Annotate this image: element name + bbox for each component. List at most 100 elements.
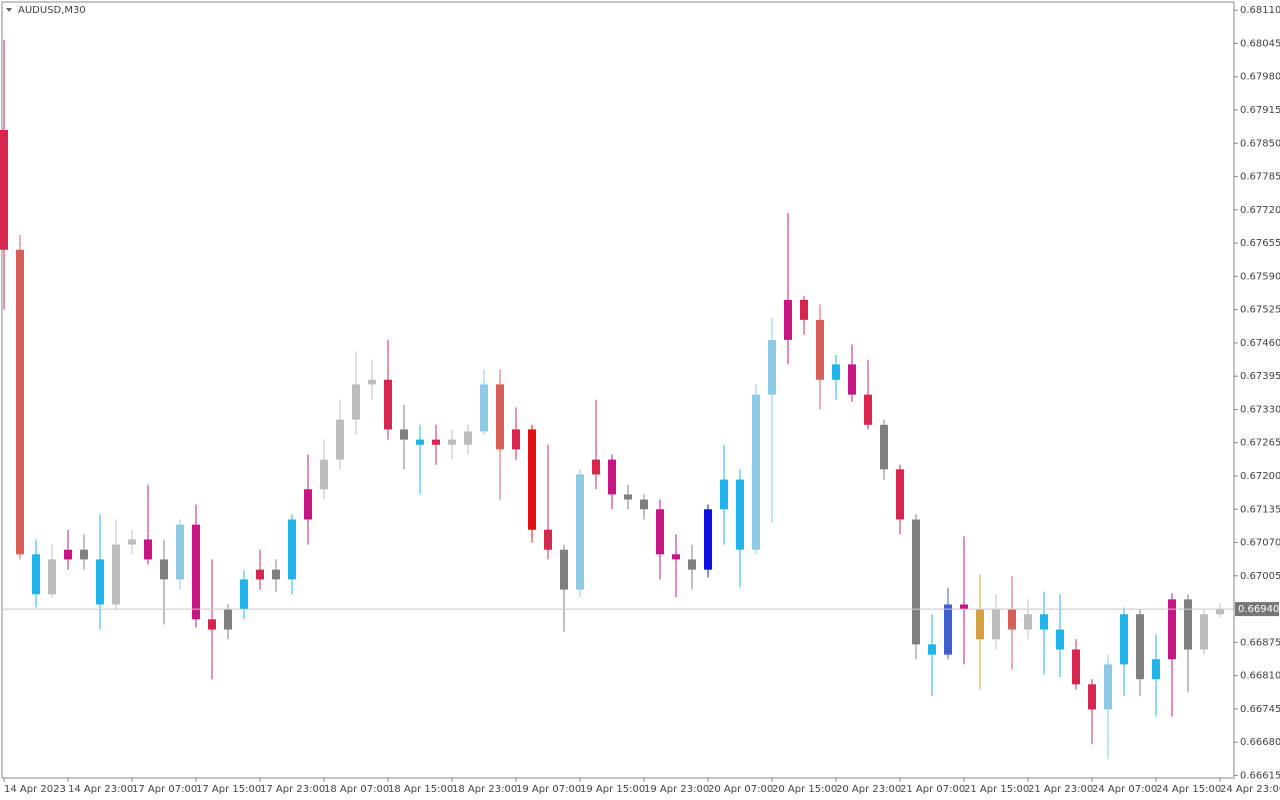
x-tick-label: 21 Apr 15:00 — [964, 784, 1029, 795]
x-tick-label: 24 Apr 15:00 — [1156, 784, 1221, 795]
y-tick-label: 0.66810 — [1240, 671, 1280, 682]
y-tick-label: 0.67850 — [1240, 138, 1280, 149]
candle-body — [32, 554, 40, 595]
candle-body — [1168, 599, 1176, 660]
candle-body — [304, 489, 312, 520]
candle-body — [496, 384, 504, 450]
candle-body — [176, 524, 184, 580]
candle-body — [128, 539, 136, 545]
candle-body — [48, 559, 56, 595]
x-tick-label: 20 Apr 15:00 — [772, 784, 837, 795]
candle-body — [512, 429, 520, 450]
candle-body — [384, 379, 392, 430]
candle-body — [224, 609, 232, 630]
x-tick-label: 17 Apr 15:00 — [196, 784, 261, 795]
candle-body — [16, 249, 24, 555]
candle-body — [528, 429, 536, 530]
plot-frame — [1, 1, 1235, 779]
candle-body — [160, 559, 168, 580]
candle-body — [720, 479, 728, 510]
candle-body — [96, 559, 104, 605]
candle-body — [1024, 614, 1032, 630]
candle-body — [448, 439, 456, 445]
candle-body — [944, 604, 952, 655]
candle-body — [416, 439, 424, 445]
candle-body — [848, 364, 856, 395]
candle-body — [432, 439, 440, 445]
y-tick-label: 0.67005 — [1240, 571, 1280, 582]
last-price-label: 0.66940 — [1238, 604, 1279, 615]
y-tick-label: 0.67135 — [1240, 504, 1280, 515]
x-tick-label: 24 Apr 23:00 — [1220, 784, 1280, 795]
candle-body — [480, 384, 488, 432]
candle-body — [928, 644, 936, 655]
x-tick-label: 19 Apr 07:00 — [516, 784, 581, 795]
candle-body — [1120, 614, 1128, 665]
candle-body — [864, 394, 872, 425]
x-tick-label: 14 Apr 2023 — [4, 784, 66, 795]
candle-body — [704, 509, 712, 570]
candle-body — [336, 419, 344, 460]
candle-body — [608, 459, 616, 495]
candle-body — [672, 554, 680, 560]
y-tick-label: 0.67980 — [1240, 72, 1280, 83]
candle-body — [1056, 629, 1064, 650]
x-tick-label: 19 Apr 15:00 — [580, 784, 645, 795]
candle-body — [1184, 599, 1192, 650]
x-tick-label: 17 Apr 23:00 — [260, 784, 325, 795]
y-tick-label: 0.67070 — [1240, 538, 1280, 549]
candle-body — [272, 569, 280, 580]
candle-body — [1104, 664, 1112, 710]
candle-body — [976, 609, 984, 640]
candle-body — [544, 529, 552, 550]
candle-body — [752, 394, 760, 550]
candle-body — [768, 339, 776, 395]
candle-body — [112, 544, 120, 605]
y-tick-label: 0.66745 — [1240, 704, 1280, 715]
candle-body — [560, 549, 568, 590]
candle-body — [800, 299, 808, 320]
candle-body — [240, 579, 248, 610]
y-tick-label: 0.67395 — [1240, 371, 1280, 382]
last-price-box — [1235, 602, 1279, 617]
x-tick-label: 21 Apr 23:00 — [1028, 784, 1093, 795]
y-tick-label: 0.68045 — [1240, 38, 1280, 49]
y-tick-label: 0.67525 — [1240, 305, 1280, 316]
candle-body — [960, 604, 968, 610]
candle-body — [400, 429, 408, 440]
candle-body — [368, 379, 376, 385]
candle-body — [912, 519, 920, 645]
candle-body — [1040, 614, 1048, 630]
x-tick-label: 21 Apr 07:00 — [900, 784, 965, 795]
symbol-arrow — [6, 8, 12, 12]
candle-body — [784, 299, 792, 340]
candle-body — [1072, 649, 1080, 685]
y-tick-label: 0.67265 — [1240, 438, 1280, 449]
candle-body — [0, 129, 8, 250]
x-tick-label: 18 Apr 15:00 — [388, 784, 453, 795]
x-tick-label: 19 Apr 23:00 — [644, 784, 709, 795]
x-tick-label: 14 Apr 23:00 — [68, 784, 133, 795]
y-tick-label: 0.67330 — [1240, 404, 1280, 415]
candle-body — [1136, 614, 1144, 680]
candle-body — [256, 569, 264, 580]
candle-body — [320, 459, 328, 490]
candle-body — [288, 519, 296, 580]
candle-body — [880, 424, 888, 470]
y-tick-label: 0.66615 — [1240, 770, 1280, 781]
y-tick-label: 0.66875 — [1240, 637, 1280, 648]
y-tick-label: 0.67655 — [1240, 238, 1280, 249]
x-tick-label: 20 Apr 07:00 — [708, 784, 773, 795]
candle-body — [896, 469, 904, 520]
candle-body — [64, 549, 72, 560]
y-tick-label: 0.68110 — [1240, 5, 1280, 16]
candle-body — [832, 364, 840, 380]
candle-body — [688, 559, 696, 570]
candle-body — [576, 474, 584, 590]
y-tick-label: 0.66680 — [1240, 737, 1280, 748]
x-tick-label: 20 Apr 23:00 — [836, 784, 901, 795]
x-tick-label: 18 Apr 23:00 — [452, 784, 517, 795]
y-tick-label: 0.67200 — [1240, 471, 1280, 482]
candle-body — [992, 609, 1000, 640]
